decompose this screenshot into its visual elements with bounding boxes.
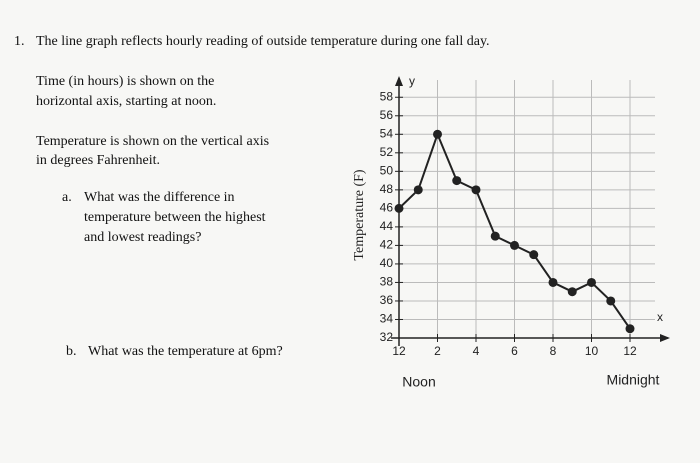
x-tick-label: 8 xyxy=(550,344,557,358)
data-point xyxy=(567,287,577,297)
info-line: in degrees Fahrenheit. xyxy=(36,153,161,168)
info-line: Time (in hours) is shown on the xyxy=(36,74,215,89)
y-tick-label: 42 xyxy=(380,238,394,252)
x-axis-letter: x xyxy=(657,310,663,324)
y-tick-label: 32 xyxy=(380,330,394,344)
info-line: Temperature is shown on the vertical axi… xyxy=(36,134,270,149)
x-tick-label: 6 xyxy=(511,344,518,358)
data-point xyxy=(433,129,442,139)
data-point xyxy=(490,231,500,241)
data-point xyxy=(587,277,596,287)
part-label: a. xyxy=(62,190,72,205)
part-text: and lowest readings? xyxy=(84,230,202,245)
x-arrow xyxy=(660,334,670,342)
y-tick-label: 40 xyxy=(380,256,394,270)
y-tick-label: 50 xyxy=(380,164,394,178)
question-number: 1. xyxy=(14,34,25,49)
x-end-label: Midnight xyxy=(607,372,660,388)
x-tick-label: 12 xyxy=(392,344,406,358)
x-start-label: Noon xyxy=(402,374,435,390)
info-line: horizontal axis, starting at noon. xyxy=(36,94,217,109)
y-tick-label: 54 xyxy=(380,126,394,140)
y-tick-label: 56 xyxy=(380,108,394,122)
data-point xyxy=(625,324,635,334)
y-tick-label: 34 xyxy=(380,312,394,326)
data-point xyxy=(452,176,462,186)
data-point xyxy=(413,185,423,195)
x-tick-label: 2 xyxy=(434,344,441,358)
part-label: b. xyxy=(66,344,77,359)
data-point xyxy=(510,240,519,250)
y-tick-label: 46 xyxy=(380,201,394,215)
y-axis-letter: y xyxy=(409,74,415,88)
x-tick-label: 4 xyxy=(473,344,480,358)
x-tick-label: 12 xyxy=(623,344,637,358)
y-tick-label: 38 xyxy=(380,275,394,289)
y-axis-title: Temperature (F) xyxy=(352,169,367,260)
data-point xyxy=(471,185,481,195)
y-arrow xyxy=(395,76,403,86)
part-text: temperature between the highest xyxy=(84,210,266,225)
question-text: The line graph reflects hourly reading o… xyxy=(36,34,490,49)
y-tick-label: 58 xyxy=(380,89,394,103)
part-text: What was the difference in xyxy=(84,190,235,205)
data-point xyxy=(394,203,404,213)
data-point xyxy=(548,277,558,287)
y-tick-label: 48 xyxy=(380,182,394,196)
y-tick-label: 44 xyxy=(380,219,394,233)
part-text: What was the temperature at 6pm? xyxy=(88,344,283,359)
y-tick-label: 52 xyxy=(380,145,394,159)
data-point xyxy=(606,296,616,306)
y-tick-label: 36 xyxy=(380,293,394,307)
data-point xyxy=(529,250,539,260)
x-tick-label: 10 xyxy=(585,344,599,358)
